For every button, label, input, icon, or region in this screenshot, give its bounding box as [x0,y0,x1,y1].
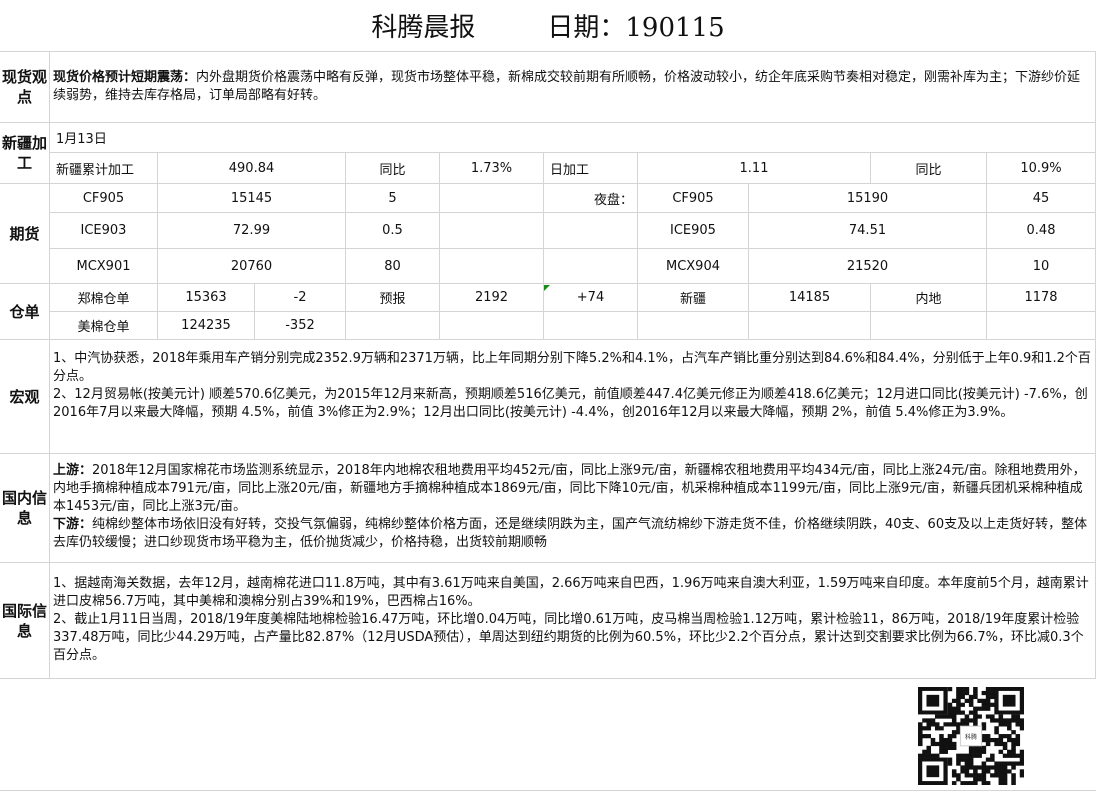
futures-cell: MCX901 [50,249,158,284]
futures-cell: MCX904 [638,249,749,284]
futures-cell: 15145 [158,184,346,213]
svg-text:科腾: 科腾 [965,733,977,741]
warehouse-cell: -352 [255,312,346,340]
warehouse-cell: 郑棉仓单 [50,284,158,312]
warehouse-cell: 预报 [346,284,440,312]
downstream-label: 下游： [53,517,93,532]
xj-cell: 10.9% [987,153,1096,184]
intl-item: 2、截止1月11日当周，2018/19年度美棉陆地棉检验16.47万吨，环比增0… [53,612,1084,663]
section-label-futures: 期货 [0,184,50,284]
cell-comment-marker [544,285,550,291]
warehouse-cell [871,312,987,340]
futures-cell: 10 [987,249,1096,284]
warehouse-cell: 1178 [987,284,1096,312]
futures-cell: 5 [346,184,440,213]
xj-cell: 同比 [871,153,987,184]
section-label-macro: 宏观 [0,340,50,454]
futures-cell: CF905 [638,184,749,213]
futures-cell: 45 [987,184,1096,213]
section-label-domestic: 国内信息 [0,454,50,563]
warehouse-cell: 2192 [440,284,544,312]
section-label-spot: 现货观点 [0,52,50,123]
warehouse-cell [544,312,638,340]
downstream-text: 纯棉纱整体市场依旧没有好转，交投气氛偏弱，纯棉纱整体价格方面，还是继续阴跌为主，… [53,517,1088,550]
futures-cell: 21520 [749,249,987,284]
section-label-warehouse: 仓单 [0,284,50,340]
warehouse-cell [440,312,544,340]
futures-cell: 72.99 [158,213,346,249]
xj-cell: 1.11 [638,153,871,184]
warehouse-cell: 14185 [749,284,871,312]
spot-view: 现货价格预计短期震荡：内外盘期货价格震荡中略有反弹，现货市场整体平稳，新棉成交较… [50,52,1096,123]
futures-cell: 0.48 [987,213,1096,249]
warehouse-cell: 美棉仓单 [50,312,158,340]
xj-cell: 490.84 [158,153,346,184]
spot-headline: 现货价格预计短期震荡： [53,70,197,85]
futures-cell: 夜盘： [544,184,638,213]
warehouse-cell: -2 [255,284,346,312]
warehouse-cell [987,312,1096,340]
futures-cell [440,249,544,284]
intl-item: 1、据越南海关数据，去年12月，越南棉花进口11.8万吨，其中有3.61万吨来自… [53,576,1089,609]
futures-cell: 15190 [749,184,987,213]
section-label-xinjiang: 新疆加工 [0,123,50,184]
warehouse-cell [346,312,440,340]
report-header: 科腾晨报 日期：190115 [0,0,1096,52]
futures-cell: 80 [346,249,440,284]
xj-cell: 新疆累计加工 [50,153,158,184]
international-news: 1、据越南海关数据，去年12月，越南棉花进口11.8万吨，其中有3.61万吨来自… [50,563,1096,679]
futures-cell [440,184,544,213]
futures-cell: ICE903 [50,213,158,249]
futures-cell: 0.5 [346,213,440,249]
macro-item: 2、12月贸易帐(按美元计) 顺差570.6亿美元，为2015年12月来新高，预… [53,387,1088,420]
xj-cell: 同比 [346,153,440,184]
spot-body: 内外盘期货价格震荡中略有反弹，现货市场整体平稳，新棉成交较前期有所顺畅，价格波动… [53,70,1081,103]
warehouse-cell [638,312,749,340]
futures-cell: ICE905 [638,213,749,249]
futures-cell [440,213,544,249]
qr-code-image: 科腾 [918,687,1024,785]
warehouse-cell: 15363 [158,284,255,312]
section-label-international: 国际信息 [0,563,50,679]
futures-cell [544,213,638,249]
report-date: 日期：190115 [547,13,725,43]
futures-cell: 20760 [158,249,346,284]
warehouse-cell: 内地 [871,284,987,312]
macro-news: 1、中汽协获悉，2018年乘用车产销分别完成2352.9万辆和2371万辆，比上… [50,340,1096,454]
warehouse-cell: 124235 [158,312,255,340]
xj-cell: 1.73% [440,153,544,184]
macro-item: 1、中汽协获悉，2018年乘用车产销分别完成2352.9万辆和2371万辆，比上… [53,351,1091,384]
xinjiang-date: 1月13日 [50,123,1096,153]
xj-cell: 日加工 [544,153,638,184]
warehouse-cell: +74 [544,284,638,312]
futures-cell [544,249,638,284]
warehouse-cell [749,312,871,340]
upstream-label: 上游： [53,463,93,478]
warehouse-cell: 新疆 [638,284,749,312]
futures-cell: 74.51 [749,213,987,249]
futures-cell: CF905 [50,184,158,213]
domestic-news: 上游：2018年12月国家棉花市场监测系统显示，2018年内地棉农租地费用平均4… [50,454,1096,563]
report-title: 科腾晨报 [371,13,476,43]
upstream-text: 2018年12月国家棉花市场监测系统显示，2018年内地棉农租地费用平均452元… [53,463,1086,514]
